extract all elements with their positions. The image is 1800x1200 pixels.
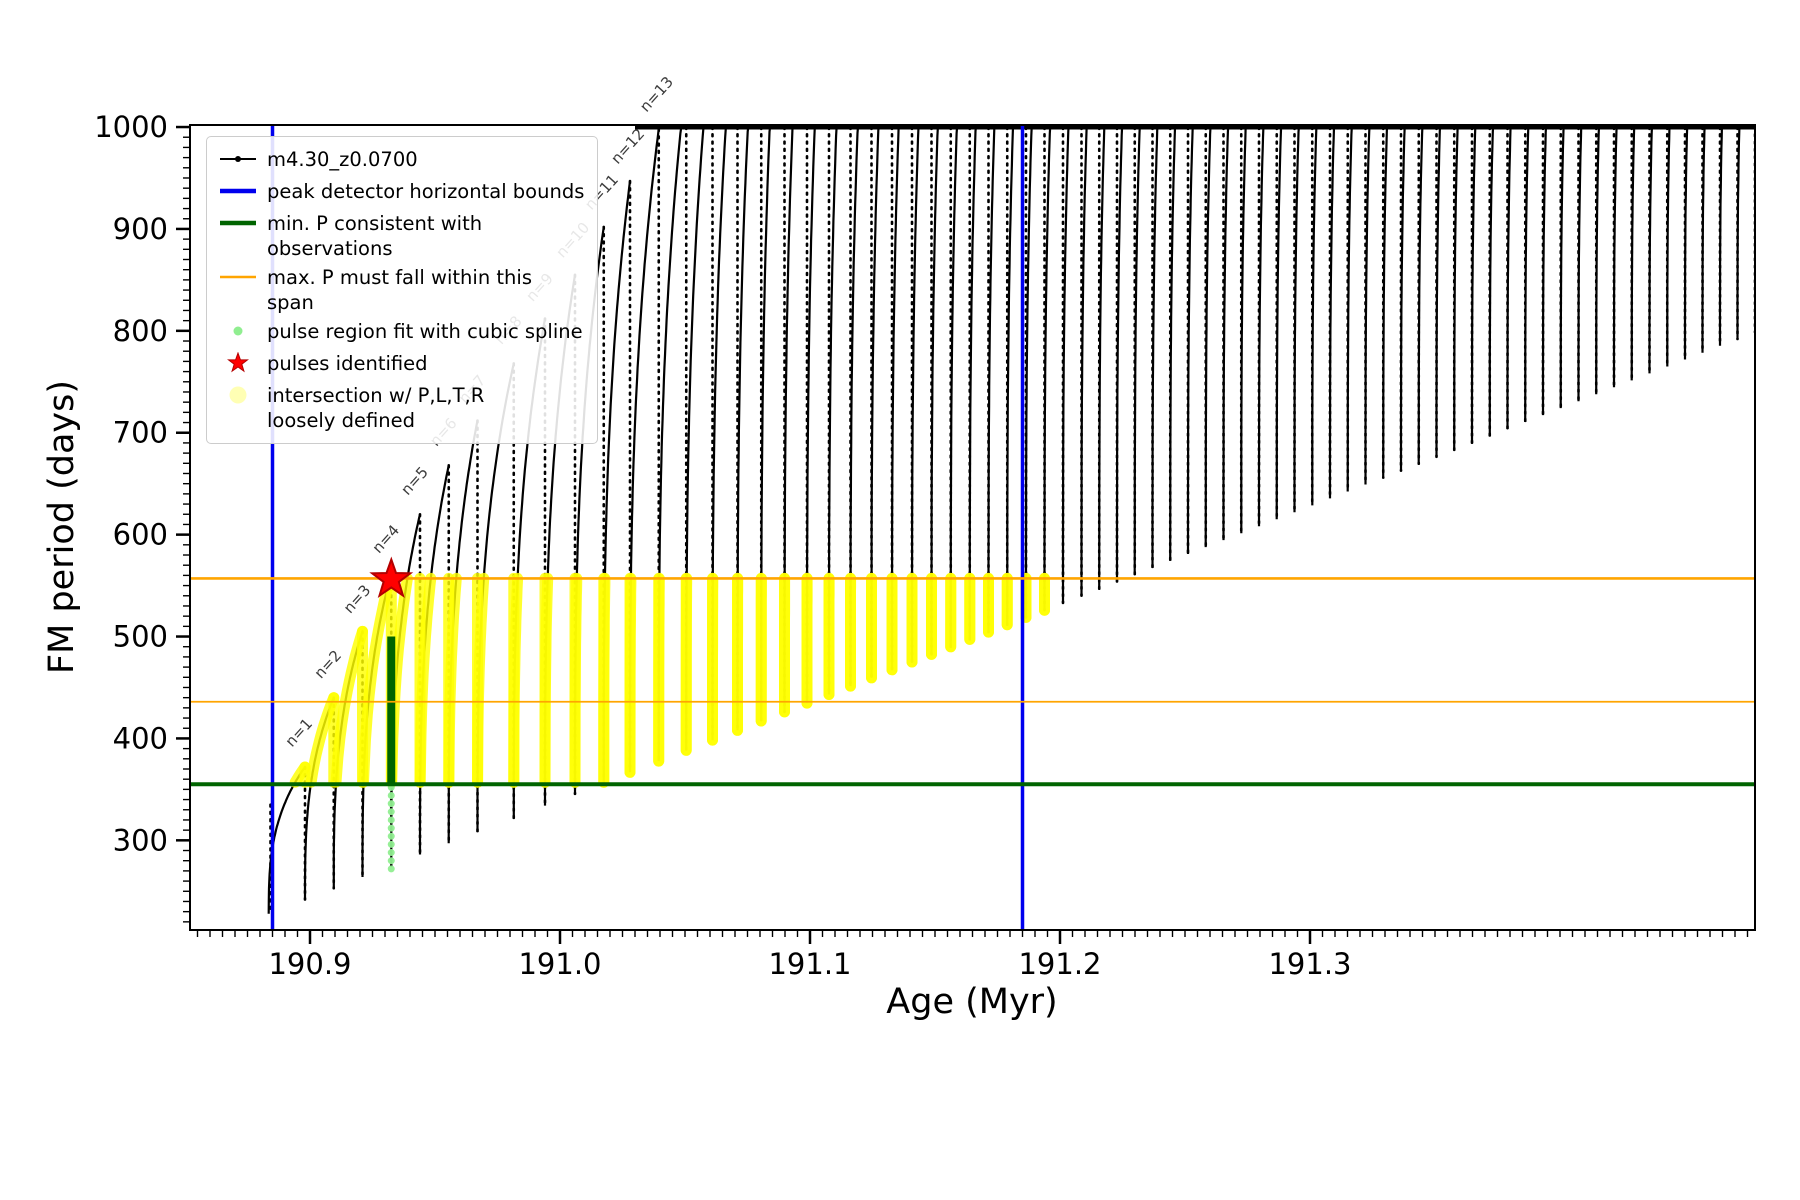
y-tick-label: 400: [113, 721, 168, 755]
x-tick-label: 191.0: [518, 947, 601, 981]
line-legend-icon: [219, 265, 257, 293]
legend-item-label: pulses identified: [267, 352, 428, 375]
pulse-annotation: n=1: [282, 715, 317, 751]
x-axis-title: Age (Myr): [886, 982, 1058, 1022]
legend-item: peak detector horizontal bounds: [219, 179, 585, 207]
pulse-annotation: n=12: [607, 125, 648, 168]
x-tick-label: 190.9: [268, 947, 351, 981]
legend-item: pulses identified: [219, 351, 585, 379]
y-tick-label: 800: [113, 314, 168, 348]
x-tick-label: 191.1: [768, 947, 851, 981]
legend-item-label: peak detector horizontal bounds: [267, 180, 585, 203]
intersection-region: [289, 572, 1050, 788]
legend-item: pulse region fit with cubic spline: [219, 319, 585, 347]
big-dot-legend-icon: [219, 383, 257, 411]
thick-line-legend-icon: [219, 211, 257, 239]
pulse-annotation: n=13: [636, 73, 677, 116]
legend-item: m4.30_z0.0700: [219, 147, 585, 175]
legend-item-label: min. P consistent with observations: [267, 212, 483, 260]
legend-item-label: m4.30_z0.0700: [267, 148, 418, 171]
y-axis-title: FM period (days): [42, 380, 82, 674]
line-dot-legend-icon: [219, 147, 257, 175]
dot-legend-icon: [219, 319, 257, 347]
axes: 190.9 191.0 191.1 191.2 191.3 300 400 500 600 700…: [94, 110, 1756, 981]
star-legend-icon: [219, 351, 257, 379]
plot-area: [190, 125, 1755, 930]
y-tick-label: 500: [113, 620, 168, 654]
x-tick-label: 191.2: [1018, 947, 1101, 981]
legend-item: intersection w/ P,L,T,R loosely defined: [219, 383, 585, 433]
thick-line-legend-icon: [219, 179, 257, 207]
pulse-annotation: n=3: [340, 581, 375, 617]
pulse-star-marker: [369, 556, 414, 599]
legend-item: min. P consistent with observations: [219, 211, 585, 261]
legend-item-label: intersection w/ P,L,T,R loosely defined: [267, 384, 485, 432]
legend-item-label: pulse region fit with cubic spline: [267, 320, 583, 343]
legend-item-label: max. P must fall within this span: [267, 266, 532, 314]
y-tick-label: 300: [113, 823, 168, 857]
y-tick-label: 600: [113, 518, 168, 552]
legend-item: max. P must fall within this span: [219, 265, 585, 315]
x-tick-label: 191.3: [1268, 947, 1351, 981]
pulse-annotation: n=4: [369, 521, 404, 557]
y-tick-label: 1000: [94, 110, 168, 144]
pulse-annotation: n=5: [397, 463, 432, 499]
pulse-annotation: n=2: [311, 647, 346, 683]
y-tick-label: 700: [113, 416, 168, 450]
y-tick-label: 900: [113, 212, 168, 246]
